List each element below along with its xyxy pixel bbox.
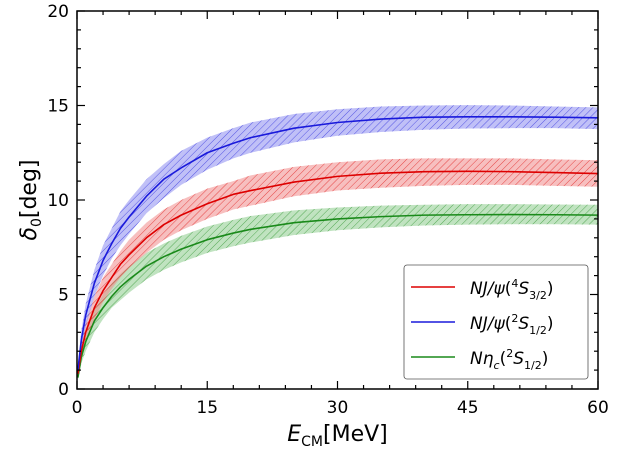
legend-label-nj-psi-2s: NJ/ψ(2S1/2) [470,312,553,337]
y-tick-label: 20 [47,2,69,22]
y-tick-label: 15 [47,97,69,117]
y-tick-label: 5 [58,286,69,306]
y-axis-title-sub: 0 [29,218,45,227]
x-axis-title-unit: [MeV] [323,422,388,447]
x-tick-label: 30 [327,398,349,418]
x-tick-label: 0 [72,398,83,418]
series-lines [77,116,599,378]
y-axis-title: δ0[deg] [17,159,45,240]
tick-labels: 0 15 30 45 60 0 5 10 15 20 [47,2,608,418]
x-axis-title-main: E [287,422,301,447]
axis-ticks [76,10,599,390]
legend-box [403,264,589,380]
legend-item-nj-psi-4s: NJ/ψ(4S3/2) [411,277,553,302]
legend-item-n-etac-2s: Nηc(2S1/2) [411,347,548,372]
x-tick-label: 15 [196,398,218,418]
line-nj-psi-4s [77,170,599,375]
x-axis-title-sub: CM [301,434,323,450]
uncertainty-bands [77,105,599,381]
y-tick-label: 10 [47,191,69,211]
y-axis-title-main: δ [17,227,42,240]
legend-label-nj-psi-4s: NJ/ψ(4S3/2) [470,277,553,302]
line-nj-psi-2s [77,116,599,371]
legend-label-n-etac-2s: Nηc(2S1/2) [470,347,548,372]
x-tick-label: 60 [587,398,609,418]
y-tick-label: 0 [58,380,69,400]
line-n-etac-2s [77,213,599,378]
band-nj-psi-4s [77,158,599,378]
y-axis-title-unit: [deg] [17,159,42,218]
legend-item-nj-psi-2s: NJ/ψ(2S1/2) [411,312,553,337]
band-n-etac-2s [77,204,599,381]
x-axis-title: ECM[MeV] [287,422,388,450]
legend: NJ/ψ(4S3/2) NJ/ψ(2S1/2) Nηc(2S1/2) [403,264,589,380]
x-tick-label: 45 [457,398,479,418]
